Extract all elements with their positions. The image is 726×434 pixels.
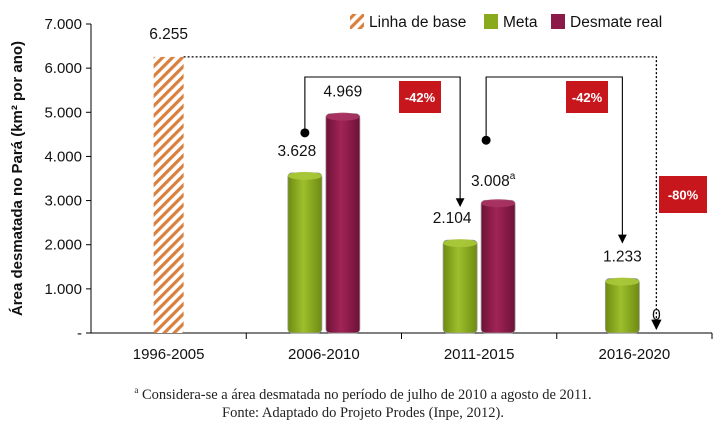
- legend-swatch-baseline: [350, 14, 364, 29]
- data-label-real: 0: [652, 307, 661, 324]
- data-label-superscript: a: [510, 171, 516, 182]
- x-tick-label: 1996-2005: [133, 346, 205, 363]
- footnote-text: Considera-se a área desmatada no período…: [138, 386, 592, 403]
- y-tick-label: 6.000: [44, 60, 82, 77]
- source-note: Fonte: Adaptado do Projeto Prodes (Inpe,…: [222, 405, 504, 421]
- bar-real-cap: [481, 199, 516, 208]
- change-badge-label: -42%: [572, 90, 603, 105]
- change-badge: [659, 176, 707, 213]
- y-tick-label: 5.000: [44, 104, 82, 121]
- change-badge: [399, 81, 441, 113]
- change-badge: [566, 81, 608, 113]
- data-label-meta: 3.628: [277, 143, 316, 160]
- y-tick-label: 3.000: [44, 193, 82, 210]
- y-tick-label: -: [77, 325, 82, 342]
- bar-meta-cap: [605, 277, 640, 286]
- y-tick-label: 2.000: [44, 237, 82, 254]
- bar-meta-cap: [443, 239, 478, 248]
- bar-real: [325, 113, 361, 334]
- y-tick-label: 1.000: [44, 281, 82, 298]
- bar-meta: [442, 239, 478, 334]
- y-tick-label: 7.000: [44, 16, 82, 33]
- x-tick-label: 2011-2015: [444, 346, 515, 363]
- legend-swatch-real: [551, 14, 565, 29]
- legend-label-meta: Meta: [503, 14, 538, 31]
- data-label-real: 4.969: [323, 84, 362, 101]
- x-tick-label: 2016-2020: [599, 346, 671, 363]
- data-label-meta: 1.233: [603, 249, 642, 266]
- legend-label-baseline: Linha de base: [369, 14, 466, 31]
- footnote-marker: a: [134, 385, 139, 395]
- bar-real: [480, 199, 516, 334]
- bar-baseline: [153, 56, 184, 334]
- connector-2010-to-2015: [304, 76, 465, 208]
- bar-meta: [604, 278, 640, 334]
- change-badge-label: -80%: [668, 188, 699, 203]
- data-label-baseline: 6.255: [149, 26, 188, 43]
- y-tick-label: 4.000: [44, 148, 82, 165]
- data-label-meta: 2.104: [433, 210, 472, 227]
- legend-swatch-meta: [484, 14, 498, 29]
- legend-label-real: Desmate real: [570, 14, 662, 31]
- data-label-real: 3.008a: [471, 171, 516, 190]
- connector-baseline-to-2020: [183, 56, 662, 331]
- bar-meta: [287, 172, 323, 334]
- bar-real-cap: [325, 112, 360, 121]
- connector-2015-to-2020: [485, 76, 627, 244]
- x-tick-label: 2006-2010: [288, 346, 360, 363]
- change-badge-label: -42%: [405, 90, 436, 105]
- footnote: a Considera-se a área desmatada no perío…: [0, 385, 726, 404]
- bar-meta-cap: [287, 171, 322, 180]
- y-axis-title: Área desmatada no Pará (km² por ano): [9, 41, 26, 316]
